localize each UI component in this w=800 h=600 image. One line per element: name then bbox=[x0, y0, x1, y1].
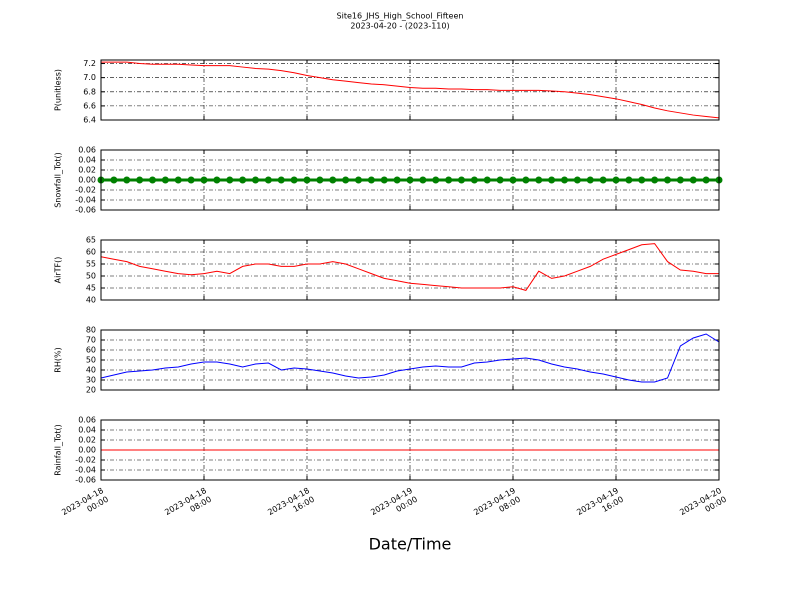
y-tick-label: 7.0 bbox=[83, 73, 96, 82]
plot-frame bbox=[100, 239, 720, 301]
y-axis-label: P(unitless) bbox=[54, 69, 63, 111]
y-tick-label: 0.06 bbox=[78, 416, 96, 425]
y-tick-label: 40 bbox=[86, 296, 96, 305]
y-tick-label: -0.02 bbox=[75, 186, 96, 195]
y-axis-label: Rainfall_Tot() bbox=[54, 424, 63, 476]
y-tick-label: 40 bbox=[86, 366, 96, 375]
y-tick-label: 6.4 bbox=[83, 116, 96, 125]
y-tick-label: -0.06 bbox=[75, 206, 96, 215]
y-tick-label: 0.02 bbox=[78, 436, 96, 445]
y-tick-label: 60 bbox=[86, 346, 96, 355]
y-tick-label: 0.00 bbox=[78, 176, 96, 185]
y-tick-label: -0.04 bbox=[75, 466, 96, 475]
series-line bbox=[100, 243, 719, 291]
y-tick-label: 60 bbox=[86, 248, 96, 257]
y-axis-label: RH(%) bbox=[54, 347, 63, 372]
y-tick-label: 7.2 bbox=[83, 59, 96, 68]
y-tick-label: 65 bbox=[86, 236, 96, 245]
x-axis-label: Date/Time bbox=[369, 535, 452, 554]
y-tick-label: 55 bbox=[86, 260, 96, 269]
plot-frame bbox=[100, 419, 720, 481]
y-tick-label: -0.06 bbox=[75, 476, 96, 485]
y-axis-label: AirTF() bbox=[54, 257, 63, 284]
y-tick-label: 70 bbox=[86, 336, 96, 345]
y-tick-label: -0.02 bbox=[75, 456, 96, 465]
plot-frame bbox=[100, 149, 720, 211]
y-tick-label: 6.6 bbox=[83, 101, 96, 110]
y-tick-label: 20 bbox=[86, 386, 96, 395]
y-tick-label: 0.04 bbox=[78, 426, 96, 435]
plot-frame bbox=[100, 329, 720, 391]
chart-subtitle: 2023-04-20 - (2023-110) bbox=[350, 22, 449, 31]
chart-title: Site16_JHS_High_School_Fifteen bbox=[337, 12, 464, 21]
y-tick-label: 0.06 bbox=[78, 146, 96, 155]
y-tick-label: -0.04 bbox=[75, 196, 96, 205]
y-tick-label: 50 bbox=[86, 272, 96, 281]
y-tick-label: 6.8 bbox=[83, 87, 96, 96]
y-tick-label: 45 bbox=[86, 284, 96, 293]
y-tick-label: 0.02 bbox=[78, 166, 96, 175]
y-tick-label: 0.00 bbox=[78, 446, 96, 455]
y-tick-label: 50 bbox=[86, 356, 96, 365]
series-line bbox=[101, 61, 720, 119]
y-tick-label: 80 bbox=[86, 326, 96, 335]
plot-frame bbox=[100, 59, 720, 121]
y-tick-label: 0.04 bbox=[78, 156, 96, 165]
y-axis-label: Snowfall_Tot() bbox=[54, 152, 63, 208]
y-tick-label: 30 bbox=[86, 376, 96, 385]
series-line bbox=[100, 333, 720, 383]
